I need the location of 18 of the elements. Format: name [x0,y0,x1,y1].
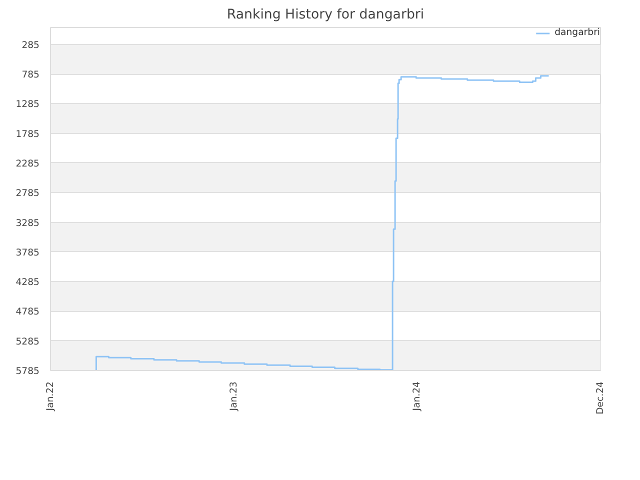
y-tick-label: 285 [22,40,40,51]
y-tick-label: 2785 [16,188,40,200]
y-tick-label: 1785 [16,128,40,140]
y-tick-label: 785 [22,70,40,81]
x-tick-label: Jan.22 [45,381,56,412]
y-tick-label: 1285 [16,99,40,110]
x-tick-label: Dec.24 [595,381,606,414]
chart-title: Ranking History for dangarbri [226,8,424,22]
y-tick-label: 3285 [16,218,40,229]
y-tick-label: 2285 [16,158,40,170]
x-tick-label: Jan.23 [228,381,240,412]
legend-label: dangarbri [554,27,600,38]
y-tick-label: 3785 [16,247,40,258]
y-tick-label: 4785 [16,306,40,318]
x-tick-label: Jan.24 [412,381,423,412]
y-tick-label: 5785 [16,366,40,377]
y-tick-label: 5285 [16,336,40,348]
y-tick-label: 4285 [16,277,40,288]
